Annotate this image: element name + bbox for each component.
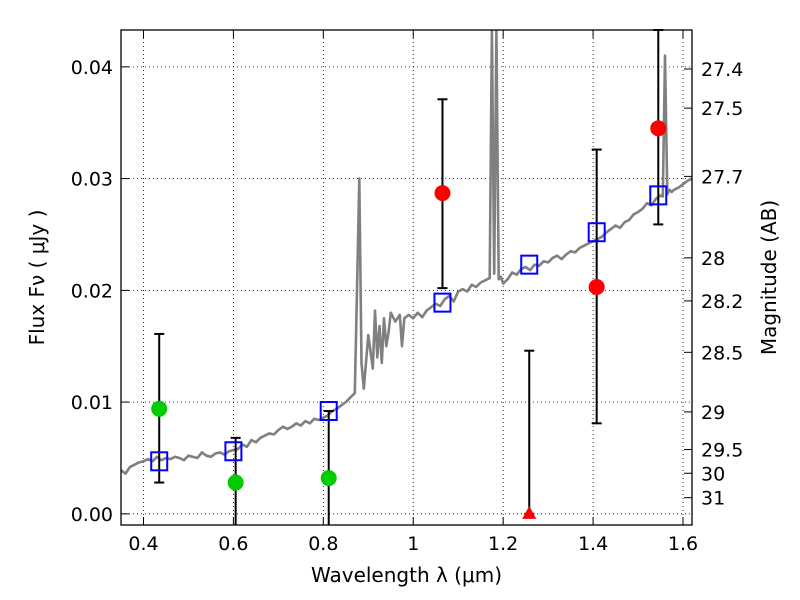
data-point-circle [227, 474, 244, 491]
magnitude-tick-label: 27.4 [701, 59, 743, 81]
data-point-circle [650, 120, 667, 137]
model-flux-square [319, 401, 338, 422]
magnitude-tick-label: 29 [701, 402, 725, 424]
x-tick-label: 0.4 [128, 533, 158, 555]
x-axis-label: Wavelength λ (μm) [311, 563, 502, 587]
model-spectrum [121, 30, 692, 475]
magnitude-tick-label: 27.5 [701, 98, 743, 120]
x-tick-label: 1 [407, 533, 419, 555]
plot-frame [120, 29, 693, 526]
magnitude-tick-label: 30 [701, 463, 725, 485]
y-tick-label: 0.00 [71, 504, 113, 526]
y-tick-label: 0.01 [71, 392, 113, 414]
data-markers [150, 120, 668, 519]
grid-lines [121, 30, 692, 525]
model-flux-square [150, 451, 169, 472]
model-flux-square [224, 441, 243, 462]
model-flux-square [587, 222, 606, 243]
spectrum-line [121, 30, 692, 475]
data-point-circle [434, 185, 451, 202]
data-point-circle [320, 470, 337, 487]
x-tick-label: 1.4 [578, 533, 608, 555]
magnitude-tick-label: 29.5 [701, 440, 743, 462]
data-point-circle [151, 400, 168, 417]
magnitude-axis-label: Magnitude (AB) [757, 200, 781, 355]
y-axis-label: Flux Fν ( μJy ) [25, 210, 49, 346]
upper-limit-triangle [522, 505, 537, 519]
x-tick-label: 0.8 [308, 533, 338, 555]
magnitude-tick-label: 28.2 [701, 291, 743, 313]
magnitude-tick-label: 27.7 [701, 166, 743, 188]
data-point-circle [588, 278, 605, 295]
y-tick-label: 0.04 [71, 57, 113, 79]
x-tick-label: 0.6 [218, 533, 248, 555]
model-flux-square [520, 254, 539, 275]
axis-ticks: 0.4 0.6 0.8 1 1.2 1.4 1.6 0.00 0.01 0.02 0.03 0.04 2… [71, 30, 743, 555]
magnitude-tick-label: 28 [701, 248, 725, 270]
model-flux-square [433, 292, 452, 313]
y-tick-label: 0.02 [71, 280, 113, 302]
model-flux-square [649, 185, 668, 206]
x-tick-label: 1.6 [668, 533, 698, 555]
magnitude-tick-label: 28.5 [701, 342, 743, 364]
magnitude-tick-label: 31 [701, 488, 725, 510]
x-tick-label: 1.2 [488, 533, 518, 555]
y-tick-label: 0.03 [71, 169, 113, 191]
